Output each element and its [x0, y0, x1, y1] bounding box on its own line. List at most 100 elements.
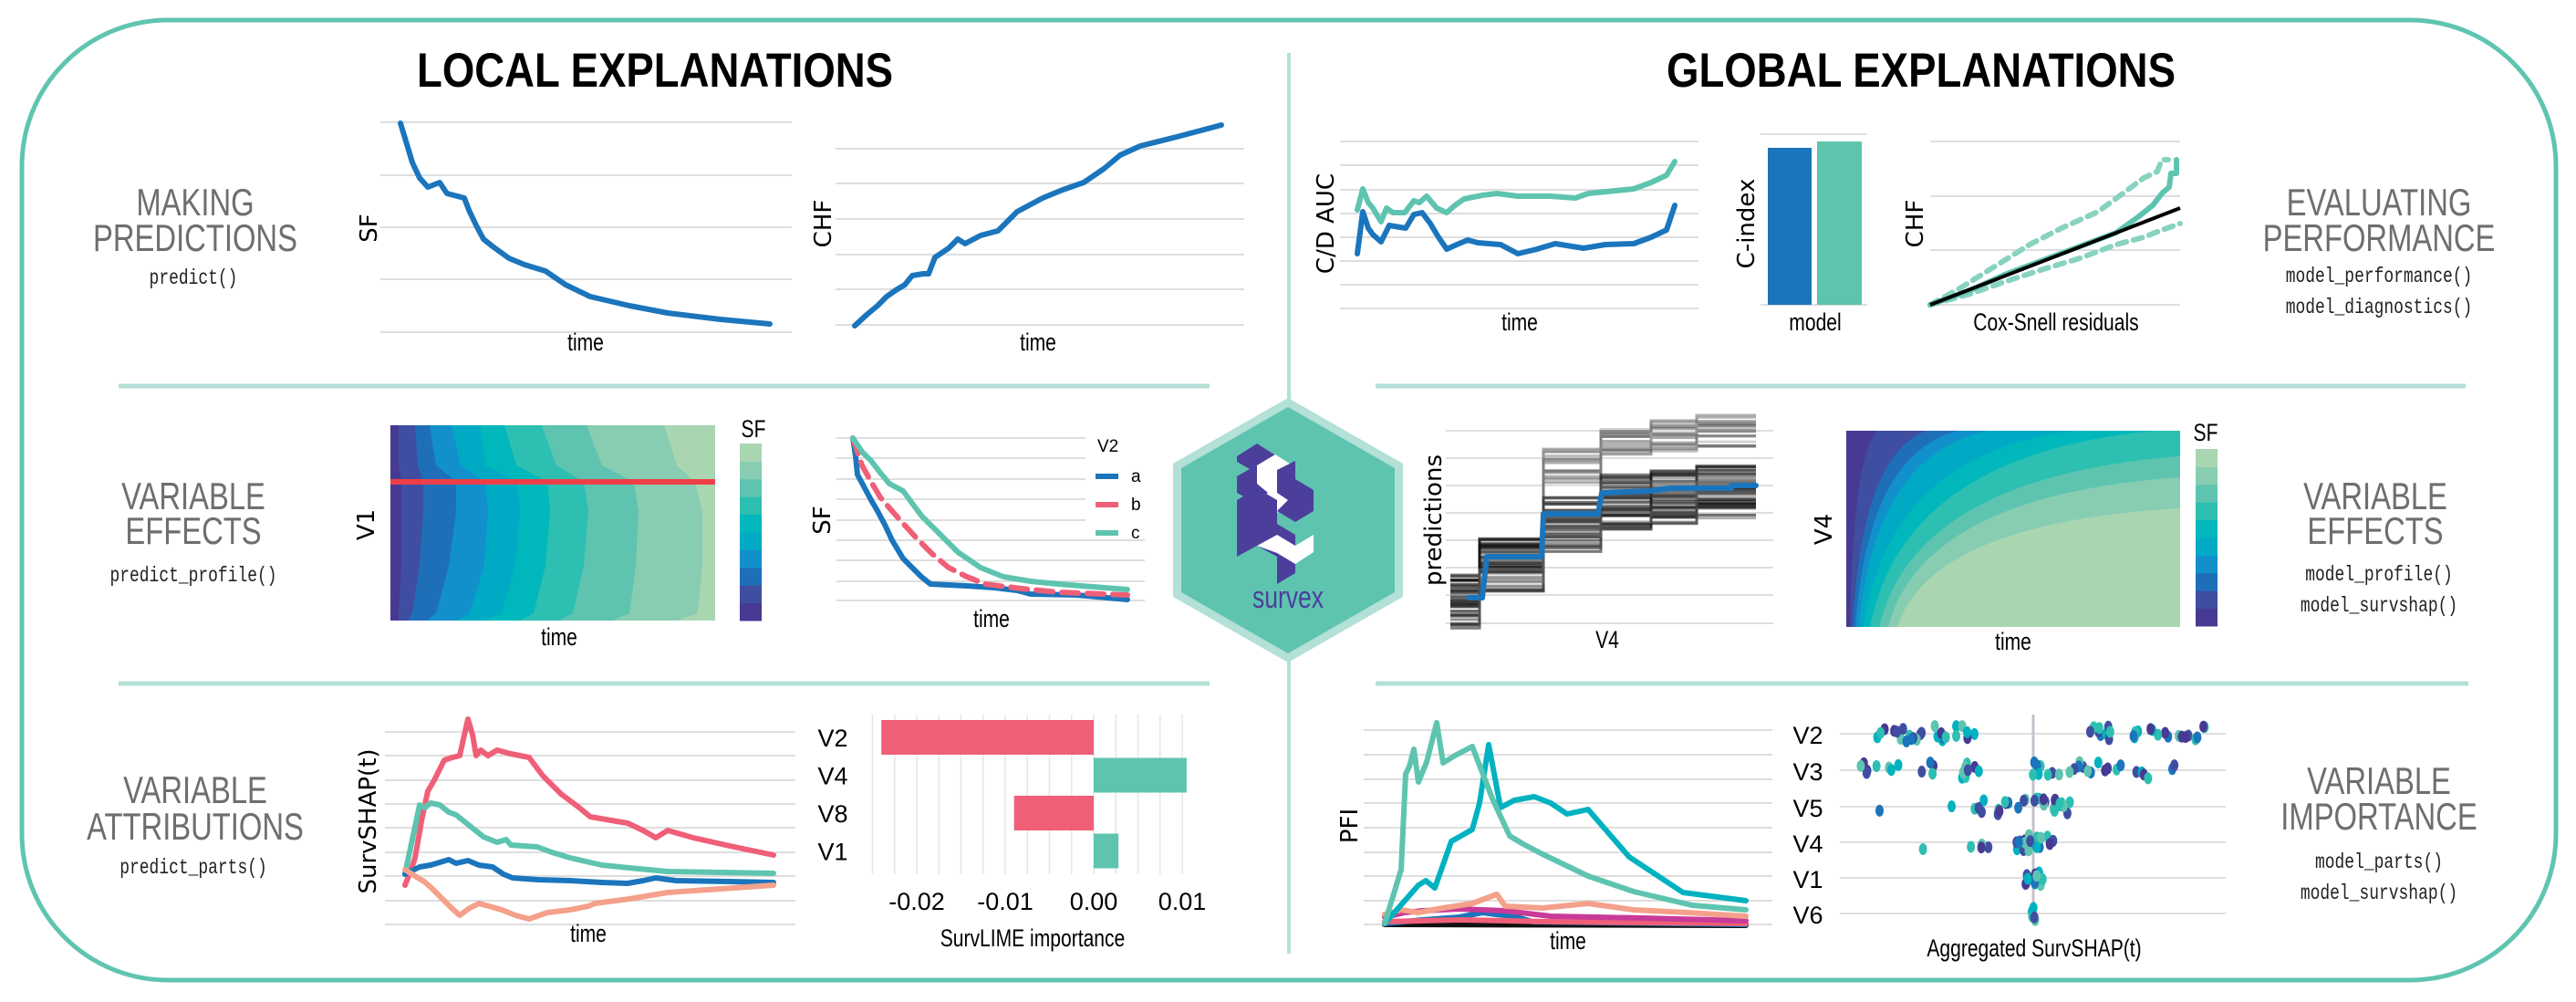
making-predictions-label: MAKING PREDICTIONS predict() [93, 181, 297, 290]
beeswarm-point [1941, 731, 1950, 744]
category-label: V6 [1792, 902, 1823, 929]
beeswarm-point [2105, 725, 2114, 738]
category-label: V1 [817, 839, 847, 866]
colorbar-title: SF [742, 415, 766, 443]
beeswarm-point [1974, 801, 1983, 814]
tick-label: 0.00 [1070, 888, 1118, 915]
category-label: V4 [817, 763, 847, 790]
colorbar-segment [740, 549, 762, 569]
beeswarm-point [2094, 722, 2103, 735]
section-label-line: EFFECTS [2307, 509, 2443, 552]
tick-label: 0.01 [1158, 888, 1207, 915]
gridlines [836, 148, 1244, 326]
beeswarm-point [1902, 735, 1911, 747]
auc-line-model-1 [1355, 203, 1678, 256]
legend-title: V2 [1097, 437, 1118, 456]
c-index-bar-model-1 [1768, 148, 1812, 305]
beeswarm-point [2023, 872, 2032, 885]
beeswarm-point [1952, 729, 1961, 742]
gridlines [836, 437, 1145, 601]
y-axis-label: SurvSHAP(t) [355, 748, 382, 893]
y-axis-label: V1 [353, 509, 380, 540]
section-label-line: ATTRIBUTIONS [87, 805, 304, 848]
pfi-line-teal [1382, 720, 1749, 926]
colorbar-segment [2196, 538, 2218, 556]
beeswarm-point [2030, 794, 2039, 807]
pfi-line-cyan [1382, 742, 1749, 926]
bar-v8 [1013, 796, 1094, 830]
beeswarm-point [2043, 768, 2052, 781]
beeswarm-point [2065, 766, 2074, 778]
heatmap-contours [1846, 431, 2180, 627]
beeswarm-point [1872, 759, 1881, 772]
beeswarm-point [1875, 804, 1885, 817]
x-axis-label: time [1995, 628, 2031, 655]
beeswarm-point [2065, 796, 2074, 809]
y-axis-label: CHF [810, 200, 837, 248]
colorbar-segment [740, 514, 762, 533]
beeswarm-point [2055, 798, 2064, 810]
profile-line-a [850, 435, 1130, 602]
survshap-local-chart: SurvSHAP(t) time [355, 716, 795, 947]
chf-residual-upper-band [1927, 157, 2171, 308]
survex-logo: survex [1173, 398, 1403, 663]
global-survshap-heatmap: SF V4 time [1811, 419, 2218, 655]
beeswarm-point [1930, 720, 1939, 733]
profile-line-b [850, 435, 1130, 598]
colorbar-segment [2196, 484, 2218, 503]
beeswarm-point [2161, 726, 2170, 739]
beeswarm-point [2030, 911, 2039, 924]
observation-marker-line [390, 479, 715, 485]
colorbar-segment [2196, 572, 2218, 591]
x-axis-label: Cox-Snell residuals [1973, 308, 2138, 336]
beeswarm-point [1862, 767, 1871, 779]
beeswarm-point [1928, 767, 1937, 780]
beeswarm-point [1893, 725, 1902, 738]
section-label-line: IMPORTANCE [2280, 795, 2477, 838]
y-axis-label: C/D AUC [1313, 173, 1340, 274]
colorbar-segment [740, 461, 762, 480]
section-label-line: VARIABLE [121, 475, 265, 517]
x-axis-label: Aggregated SurvSHAP(t) [1927, 934, 2141, 962]
logo-cube-mark [1237, 444, 1314, 584]
global-explanations-title: GLOBAL EXPLANATIONS [1667, 44, 2176, 98]
chf-curve [852, 122, 1224, 329]
beeswarm-point [1876, 726, 1885, 739]
category-label: V2 [817, 725, 847, 752]
beeswarm-point [2093, 757, 2103, 769]
beeswarm-point [2144, 772, 2153, 785]
beeswarm-point [2029, 768, 2038, 781]
beeswarm-point [2030, 756, 2039, 768]
beeswarm-points [1856, 720, 2209, 926]
colorbar-segment [2196, 555, 2218, 574]
ice-curves [1450, 413, 1756, 630]
heatmap-contour [1846, 431, 1927, 627]
beeswarm-point [2029, 902, 2038, 914]
beeswarm-point [1977, 841, 1986, 854]
y-axis-label: SF [809, 506, 836, 534]
logo-hexagon [1181, 407, 1395, 653]
function-code: model_survshap() [2301, 594, 2457, 618]
beeswarm-point [1962, 725, 1971, 738]
function-code: model_parts() [2315, 851, 2443, 874]
pfi-chart: PFI time [1336, 720, 1772, 955]
beeswarm-point [2181, 731, 2190, 744]
variable-importance-label: VARIABLE IMPORTANCE model_parts() model_… [2280, 759, 2477, 905]
outer-frame [19, 17, 2559, 983]
x-axis-label: model [1789, 308, 1841, 336]
c-index-bar-model-2 [1817, 141, 1862, 305]
x-axis-label: V4 [1595, 626, 1619, 653]
x-axis-label: time [1501, 308, 1538, 336]
beeswarm-point [1948, 800, 1957, 813]
x-axis-label: time [541, 623, 577, 651]
section-label-line: MAKING [136, 181, 254, 224]
pfi-line-red [1382, 917, 1749, 926]
survlime-importance-chart: V2 V4 V8 V1 -0.02 -0.01 0.00 0.01 SurvLIME imp… [817, 715, 1206, 952]
legend-label-b: b [1131, 496, 1141, 515]
c-index-chart: C-index model [1733, 133, 1867, 336]
x-axis-label: time [570, 920, 607, 947]
heatmap-bands [390, 425, 715, 621]
category-labels: V2 V4 V8 V1 [817, 725, 847, 866]
bars [881, 720, 1187, 869]
beeswarm-point [2014, 836, 2023, 849]
